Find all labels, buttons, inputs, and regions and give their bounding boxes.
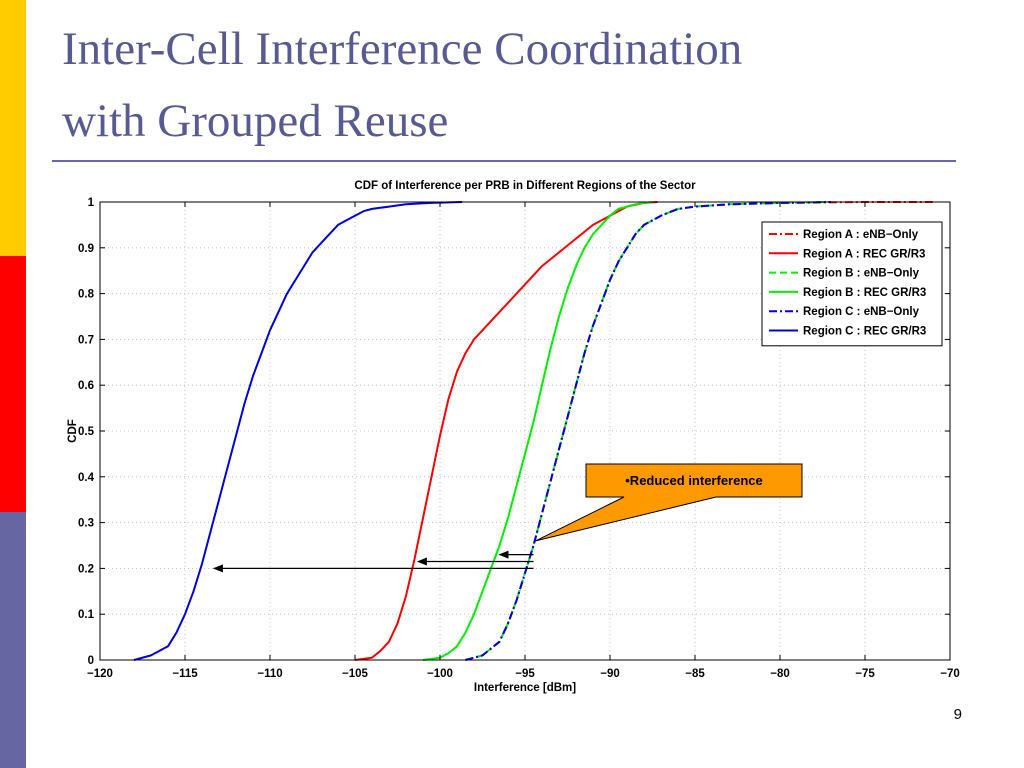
y-tick-label: 0 xyxy=(88,655,94,667)
y-tick-label: 0.2 xyxy=(78,563,94,575)
x-tick-label: −115 xyxy=(172,668,198,680)
y-tick-label: 0.4 xyxy=(78,472,95,484)
x-tick-label: −110 xyxy=(257,668,282,680)
x-tick-label: −90 xyxy=(600,668,620,680)
callout-text: •Reduced interference xyxy=(625,473,762,488)
legend-label: Region C : eNB−Only xyxy=(803,306,920,318)
x-axis-label: Interference [dBm] xyxy=(474,682,576,694)
accent-bar-blue xyxy=(0,512,26,768)
legend-label: Region B : eNB−Only xyxy=(803,268,920,280)
y-tick-label: 0.6 xyxy=(78,380,94,392)
series-line-3 xyxy=(422,201,653,661)
y-tick-label: 1 xyxy=(88,197,95,209)
legend-box xyxy=(761,221,943,347)
legend-label: Region A : REC GR/R3 xyxy=(803,248,925,260)
legend: Region A : eNB−Only Region A : REC GR/R3 R… xyxy=(761,221,943,347)
legend-label: Region A : eNB−Only xyxy=(803,229,919,241)
chart-title: CDF of Interference per PRB in Different… xyxy=(354,180,696,192)
legend-label: Region B : REC GR/R3 xyxy=(803,287,926,299)
callout-shape xyxy=(535,463,803,542)
x-tick-label: −75 xyxy=(855,668,875,680)
y-axis-label: CDF xyxy=(67,419,79,443)
series-line-5 xyxy=(133,201,463,661)
x-tick-label: −85 xyxy=(685,668,705,680)
x-tick-label: −100 xyxy=(427,668,453,680)
annotation-arrows xyxy=(212,550,534,573)
y-tick-label: 0.9 xyxy=(78,243,94,255)
accent-bar-yellow xyxy=(0,0,26,256)
page-number: 9 xyxy=(953,706,962,723)
y-tick-label: 0.8 xyxy=(78,289,95,301)
y-tick-label: 0.1 xyxy=(78,609,95,621)
x-tick-label: −80 xyxy=(770,668,790,680)
y-tick-label: 0.5 xyxy=(78,426,95,438)
title-divider xyxy=(52,160,956,162)
x-tick-label: −120 xyxy=(87,668,113,680)
slide-title-line-2: with Grouped Reuse xyxy=(62,95,449,147)
y-tick-label: 0.7 xyxy=(78,334,94,346)
x-tick-label: −95 xyxy=(515,668,535,680)
series-line-4 xyxy=(465,201,832,661)
cdf-chart: CDF of Interference per PRB in Different… xyxy=(67,180,960,694)
y-tick-label: 0.3 xyxy=(78,518,94,530)
series-line-1 xyxy=(354,201,658,661)
legend-label: Region C : REC GR/R3 xyxy=(803,326,926,338)
slide-title-line-1: Inter-Cell Interference Coordination xyxy=(62,23,743,75)
reduced-interference-callout: •Reduced interference xyxy=(535,463,803,542)
series-layer xyxy=(133,201,933,661)
axis-ticks: −120 −115 −110 −105 −100 −95 −90 −85 −80 −75 −70 0 0… xyxy=(78,197,960,680)
x-tick-label: −105 xyxy=(342,668,369,680)
x-tick-label: −70 xyxy=(940,668,960,680)
accent-bar-red xyxy=(0,256,26,512)
